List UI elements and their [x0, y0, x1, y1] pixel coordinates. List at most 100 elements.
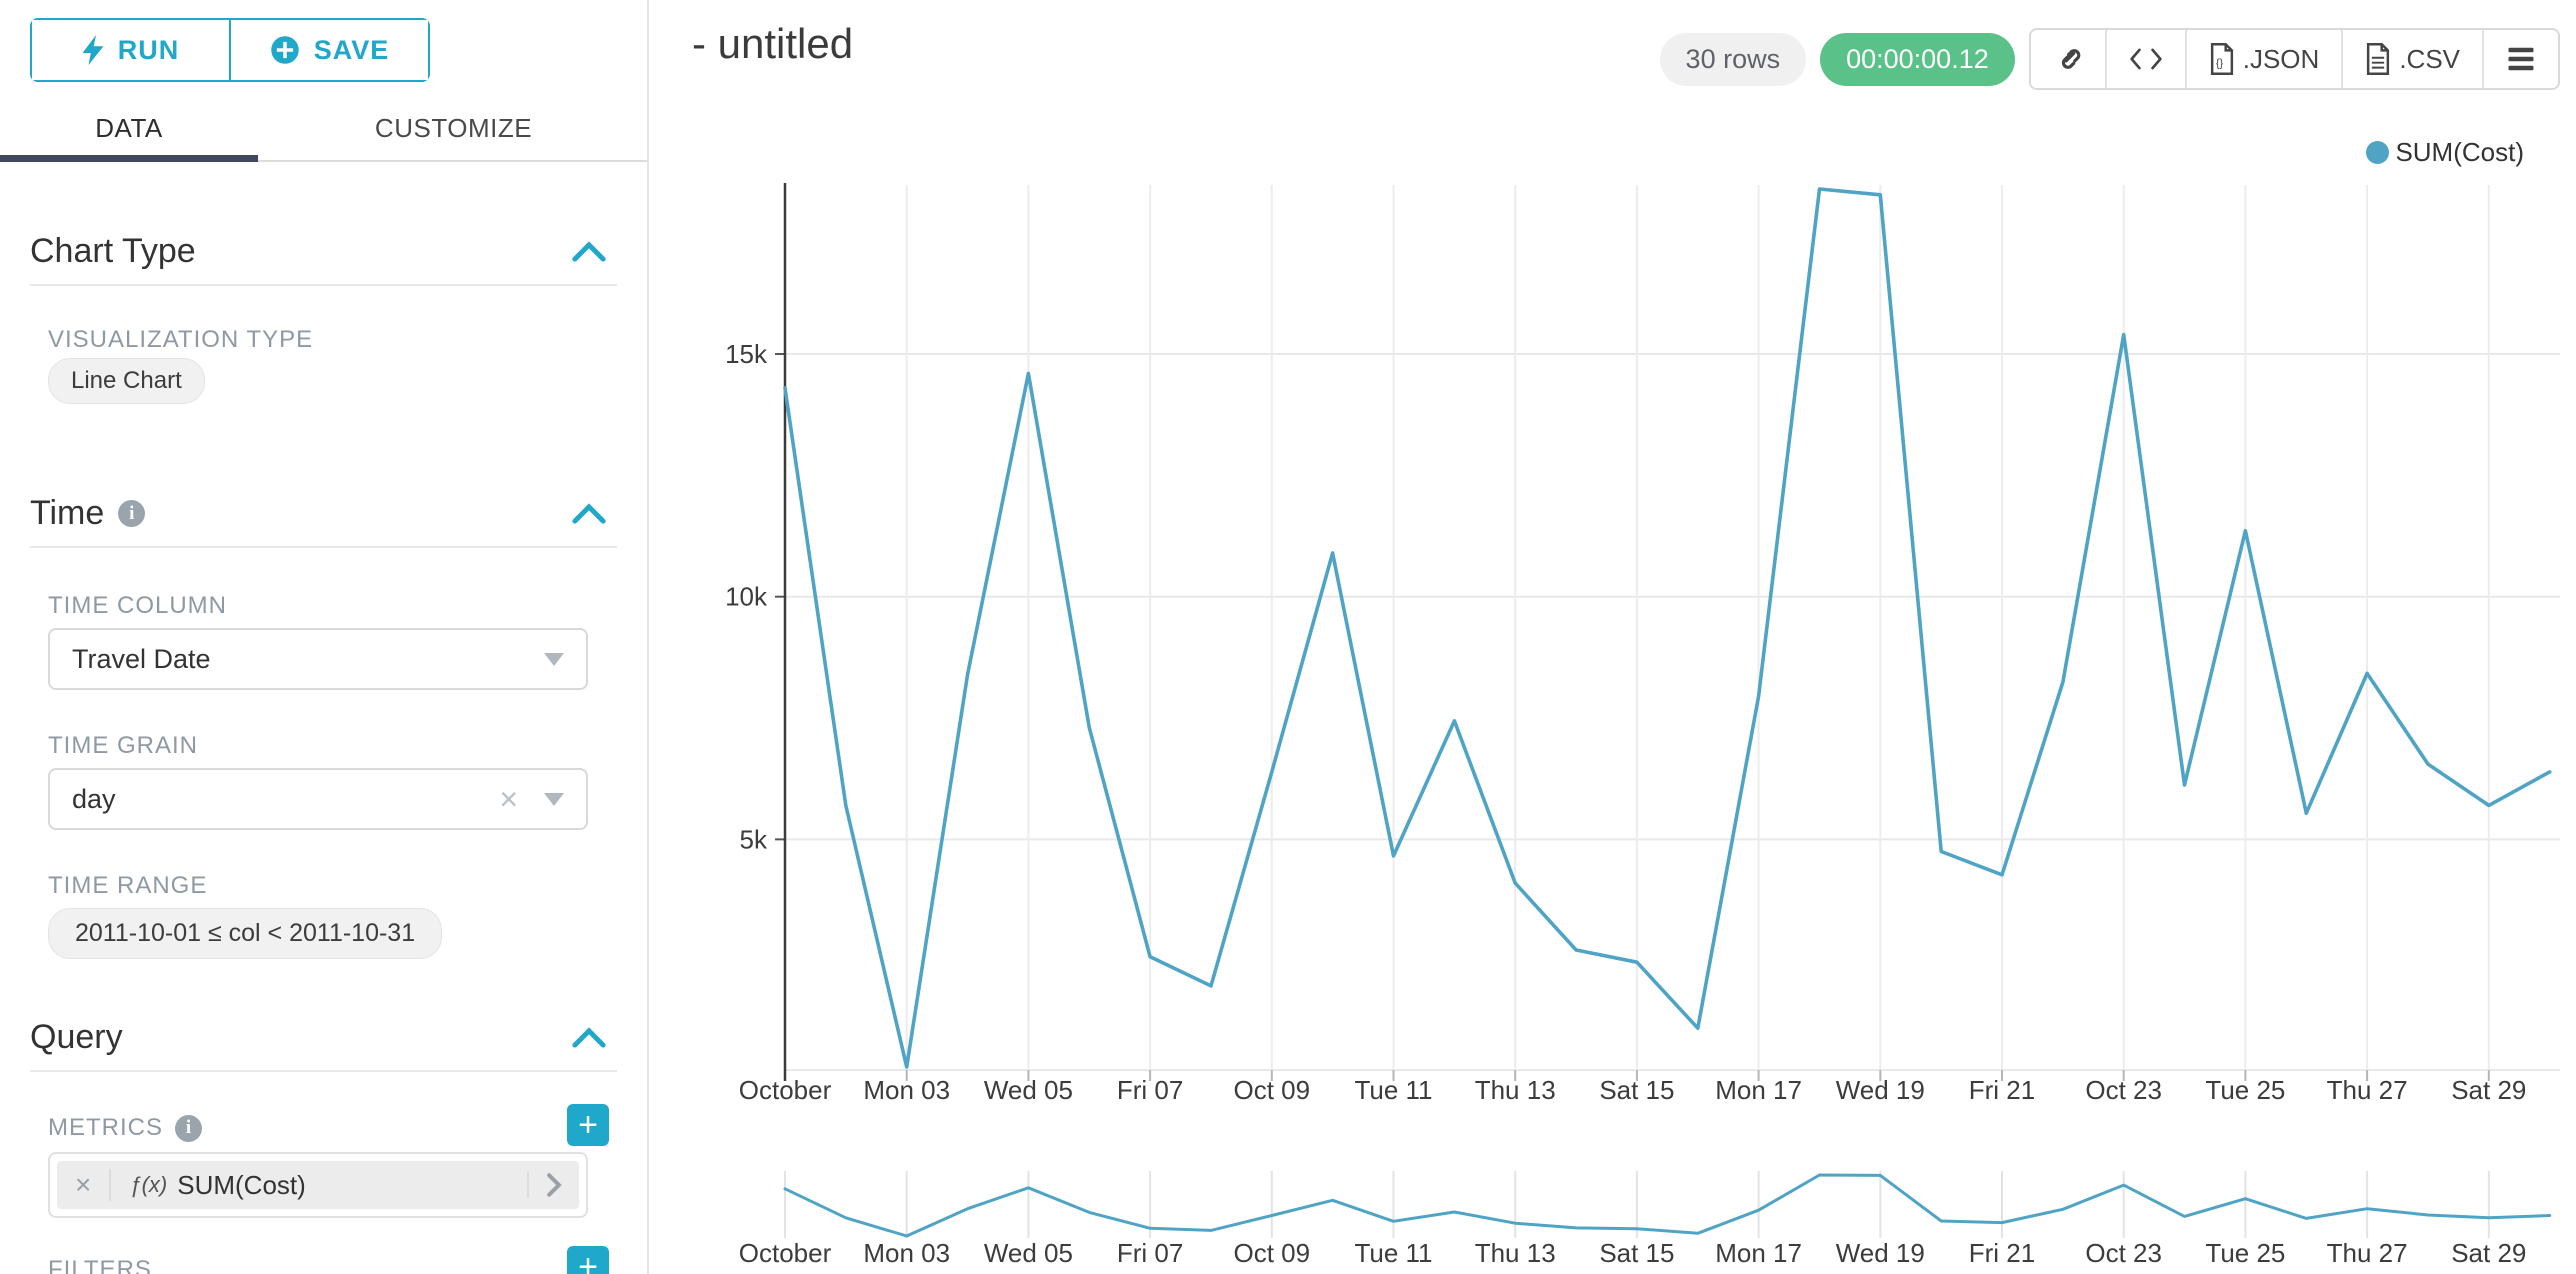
section-divider	[30, 284, 617, 286]
mini-x-tick-label: Fri 21	[1969, 1238, 2035, 1268]
x-tick-label: Sat 29	[2451, 1075, 2526, 1105]
export-json-label: .JSON	[2242, 43, 2320, 74]
lightning-icon	[82, 35, 104, 65]
mini-series-line	[783, 1173, 2552, 1238]
run-button[interactable]: RUN	[32, 20, 229, 80]
y-tick-label: 5k	[740, 824, 768, 854]
chevron-right-icon	[547, 1173, 562, 1197]
time-section-title: Time i	[30, 494, 146, 533]
viz-type-pill[interactable]: Line Chart	[48, 358, 205, 404]
export-csv-label: .CSV	[2399, 43, 2460, 74]
time-info-icon[interactable]: i	[118, 500, 146, 527]
y-tick-label: 15k	[725, 339, 768, 369]
tab-data-label: DATA	[95, 112, 163, 143]
add-filter-button[interactable]: +	[567, 1246, 609, 1274]
time-column-select[interactable]: Travel Date	[48, 628, 588, 690]
function-icon: ƒ(x)	[129, 1172, 168, 1197]
chart-panel: - untitled 30 rows 00:00:00.12	[649, 0, 2576, 1274]
series-line	[783, 187, 2552, 1069]
x-tick-label: Mon 17	[1715, 1075, 1802, 1105]
x-tick-label: October	[739, 1075, 832, 1105]
x-tick-label: Sat 15	[1599, 1075, 1674, 1105]
run-save-button-group: RUN SAVE	[30, 18, 430, 82]
time-range-label: TIME RANGE	[48, 872, 208, 899]
link-icon	[2061, 49, 2081, 69]
section-divider	[30, 546, 617, 548]
mini-x-tick-label: Mon 03	[863, 1238, 950, 1268]
mini-x-tick-label: Thu 27	[2327, 1238, 2408, 1268]
hamburger-menu-icon	[2508, 47, 2534, 71]
metric-value: SUM(Cost)	[177, 1169, 306, 1200]
time-collapse-button[interactable]	[569, 494, 609, 534]
mini-x-tick-label: Tue 11	[1354, 1238, 1432, 1268]
mini-x-tick-label: Sat 15	[1599, 1238, 1674, 1268]
line-chart[interactable]: 5k 10k 15k October Mon 03 Wed 05 Fri 07 Oct 09 T…	[649, 0, 2576, 1274]
time-column-value: Travel Date	[72, 643, 211, 674]
tab-customize-label: CUSTOMIZE	[374, 112, 533, 143]
export-json-button[interactable]: {} .JSON	[2186, 30, 2344, 88]
mini-x-tick-label: October	[739, 1238, 832, 1268]
x-tick-label: Tue 11	[1354, 1075, 1432, 1105]
x-tick-label: Oct 23	[2085, 1075, 2162, 1105]
chart-title[interactable]: - untitled	[692, 20, 854, 67]
add-metric-button[interactable]: +	[567, 1104, 609, 1146]
time-grain-value: day	[72, 783, 116, 814]
tab-data[interactable]: DATA	[0, 96, 258, 162]
mini-x-tick-label: Mon 17	[1715, 1238, 1802, 1268]
x-tick-label: Fri 21	[1969, 1075, 2035, 1105]
tab-customize[interactable]: CUSTOMIZE	[258, 96, 647, 160]
x-tick-label: Thu 27	[2327, 1075, 2408, 1105]
chart-series-line	[783, 187, 2552, 1069]
legend-series-dot	[2366, 141, 2390, 164]
active-tab-indicator	[0, 155, 258, 162]
svg-text:{}: {}	[2216, 57, 2224, 69]
embed-code-button[interactable]	[2106, 30, 2187, 88]
run-button-label: RUN	[117, 34, 180, 65]
x-tick-label: Fri 07	[1117, 1075, 1183, 1105]
chevron-up-icon	[572, 503, 606, 524]
mini-x-tick-label: Sat 29	[2451, 1238, 2526, 1268]
x-tick-label: Thu 13	[1475, 1075, 1556, 1105]
metrics-info-icon[interactable]: i	[175, 1114, 202, 1142]
time-column-label: TIME COLUMN	[48, 592, 227, 619]
viz-type-label: VISUALIZATION TYPE	[48, 326, 314, 353]
filters-label: FILTERS	[48, 1256, 152, 1274]
x-tick-label: Oct 09	[1234, 1075, 1311, 1105]
context-mini-chart: October Mon 03 Wed 05 Fri 07 Oct 09 Tue 11 Thu…	[739, 1171, 2552, 1268]
chart-axis-labels: 5k 10k 15k October Mon 03 Wed 05 Fri 07 Oct 09 T…	[725, 339, 2526, 1105]
chart-gridlines	[785, 185, 2560, 1071]
mini-x-tick-label: Tue 25	[2205, 1238, 2285, 1268]
chart-menu-button[interactable]	[2484, 30, 2558, 88]
legend-series-label: SUM(Cost)	[2395, 137, 2524, 167]
x-tick-label: Tue 25	[2205, 1075, 2285, 1105]
row-count-badge: 30 rows	[1659, 32, 1807, 86]
clear-icon[interactable]: ×	[499, 781, 518, 817]
chart-axes	[775, 183, 2490, 1081]
mini-x-tick-label: Oct 09	[1234, 1238, 1311, 1268]
chart-type-collapse-button[interactable]	[569, 232, 609, 272]
legend-item[interactable]: SUM(Cost)	[2366, 137, 2524, 168]
time-grain-select[interactable]: day ×	[48, 768, 588, 830]
query-timer-badge: 00:00:00.12	[1820, 32, 2015, 86]
share-link-button[interactable]	[2030, 30, 2107, 88]
x-tick-label: Wed 19	[1836, 1075, 1925, 1105]
save-button[interactable]: SAVE	[229, 20, 428, 80]
export-csv-button[interactable]: .CSV	[2343, 30, 2484, 88]
time-range-pill[interactable]: 2011-10-01 ≤ col < 2011-10-31	[48, 908, 443, 959]
chevron-down-icon	[544, 652, 564, 666]
remove-metric-icon[interactable]: ×	[57, 1169, 112, 1201]
x-tick-label: Mon 03	[863, 1075, 950, 1105]
plus-circle-icon	[270, 36, 299, 64]
chevron-up-icon	[572, 241, 606, 262]
metric-pill[interactable]: × ƒ(x) SUM(Cost)	[57, 1161, 579, 1209]
metric-box: × ƒ(x) SUM(Cost)	[48, 1152, 588, 1218]
code-icon	[2130, 48, 2162, 70]
metrics-label: METRICS	[48, 1114, 163, 1141]
mini-x-tick-label: Thu 13	[1475, 1238, 1556, 1268]
chart-header-actions: 30 rows 00:00:00.12	[1659, 28, 2560, 90]
mini-x-tick-label: Oct 23	[2085, 1238, 2162, 1268]
file-json-icon: {}	[2210, 43, 2233, 75]
metric-expand-button[interactable]	[527, 1172, 579, 1198]
query-collapse-button[interactable]	[569, 1018, 609, 1058]
